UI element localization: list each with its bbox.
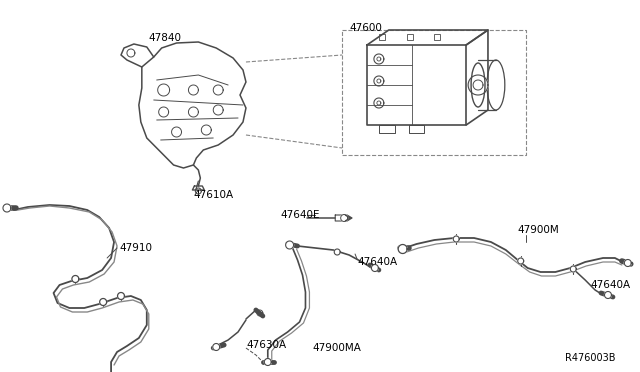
- Polygon shape: [213, 85, 223, 95]
- Polygon shape: [118, 292, 124, 299]
- Polygon shape: [188, 107, 198, 117]
- Polygon shape: [340, 215, 348, 221]
- Polygon shape: [172, 127, 182, 137]
- Text: 47900M: 47900M: [518, 225, 559, 235]
- Text: R476003B: R476003B: [565, 353, 616, 363]
- Polygon shape: [264, 359, 271, 366]
- Polygon shape: [202, 125, 211, 135]
- Polygon shape: [157, 84, 170, 96]
- Text: 47900MA: 47900MA: [312, 343, 362, 353]
- Polygon shape: [127, 49, 135, 57]
- Text: 47610A: 47610A: [193, 190, 234, 200]
- Bar: [406, 34, 413, 40]
- Text: 47630A: 47630A: [246, 340, 286, 350]
- Polygon shape: [625, 260, 631, 266]
- Polygon shape: [159, 107, 168, 117]
- Polygon shape: [212, 343, 220, 350]
- Polygon shape: [518, 258, 524, 264]
- Text: 47600: 47600: [349, 23, 382, 33]
- Polygon shape: [100, 298, 107, 305]
- Polygon shape: [371, 264, 378, 272]
- Text: 47640A: 47640A: [590, 280, 630, 290]
- Text: 47840: 47840: [148, 33, 182, 43]
- Polygon shape: [398, 244, 407, 253]
- Bar: [379, 34, 385, 40]
- Polygon shape: [570, 266, 576, 272]
- Polygon shape: [453, 236, 460, 242]
- Text: 47910: 47910: [119, 243, 152, 253]
- Polygon shape: [605, 292, 611, 298]
- Polygon shape: [3, 204, 11, 212]
- Polygon shape: [72, 276, 79, 282]
- Polygon shape: [285, 241, 294, 249]
- Text: 47640E: 47640E: [281, 210, 320, 220]
- Bar: [435, 34, 440, 40]
- Polygon shape: [213, 105, 223, 115]
- Ellipse shape: [471, 63, 485, 107]
- Text: 47640A: 47640A: [357, 257, 397, 267]
- Polygon shape: [468, 75, 488, 95]
- Polygon shape: [334, 249, 340, 255]
- Polygon shape: [188, 85, 198, 95]
